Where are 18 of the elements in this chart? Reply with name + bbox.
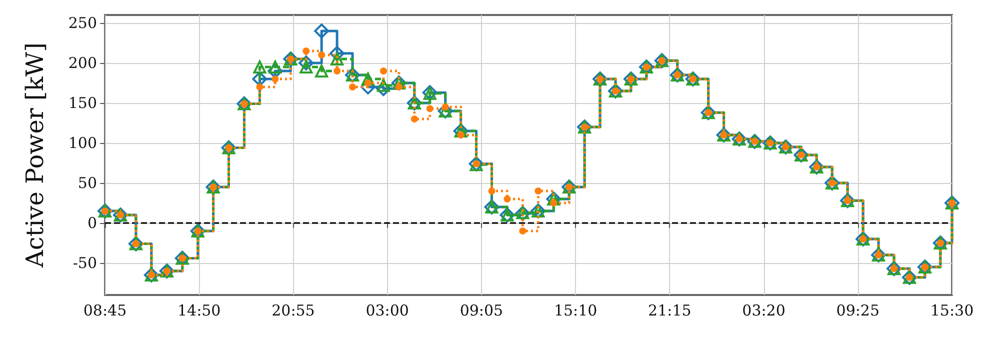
y-tick-label: 250 [68, 14, 97, 32]
x-tick-label: 15:30 [930, 302, 974, 320]
y-axis-title: Active Power [kW] [21, 42, 49, 268]
y-tick-label: 50 [78, 174, 97, 192]
y-tick-label: 200 [68, 54, 97, 72]
x-tick-label: 08:45 [83, 302, 127, 320]
x-tick-label: 09:05 [460, 302, 504, 320]
x-tick-label: 09:25 [836, 302, 880, 320]
x-tick-label: 03:20 [742, 302, 786, 320]
x-tick-label: 20:55 [272, 302, 315, 320]
y-tick-label: 0 [87, 214, 97, 232]
x-tick-label: 03:00 [366, 302, 409, 320]
x-tick-label: 21:15 [648, 302, 692, 320]
y-tick-label: 150 [68, 94, 97, 112]
x-tick-label: 14:50 [177, 302, 221, 320]
y-tick-label: -50 [72, 254, 97, 272]
x-tick-label: 15:10 [554, 302, 598, 320]
y-tick-label: 100 [68, 134, 97, 152]
